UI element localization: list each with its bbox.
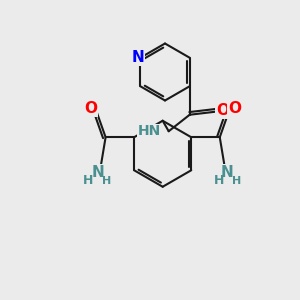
Text: O: O: [228, 101, 241, 116]
Text: O: O: [84, 101, 97, 116]
Text: O: O: [216, 103, 229, 118]
Text: N: N: [221, 165, 234, 180]
Text: H: H: [232, 176, 242, 186]
Text: H: H: [214, 174, 224, 187]
Text: H: H: [83, 174, 94, 187]
Text: N: N: [92, 165, 104, 180]
Text: H: H: [102, 176, 111, 186]
Text: N: N: [131, 50, 144, 65]
Text: HN: HN: [138, 124, 161, 138]
